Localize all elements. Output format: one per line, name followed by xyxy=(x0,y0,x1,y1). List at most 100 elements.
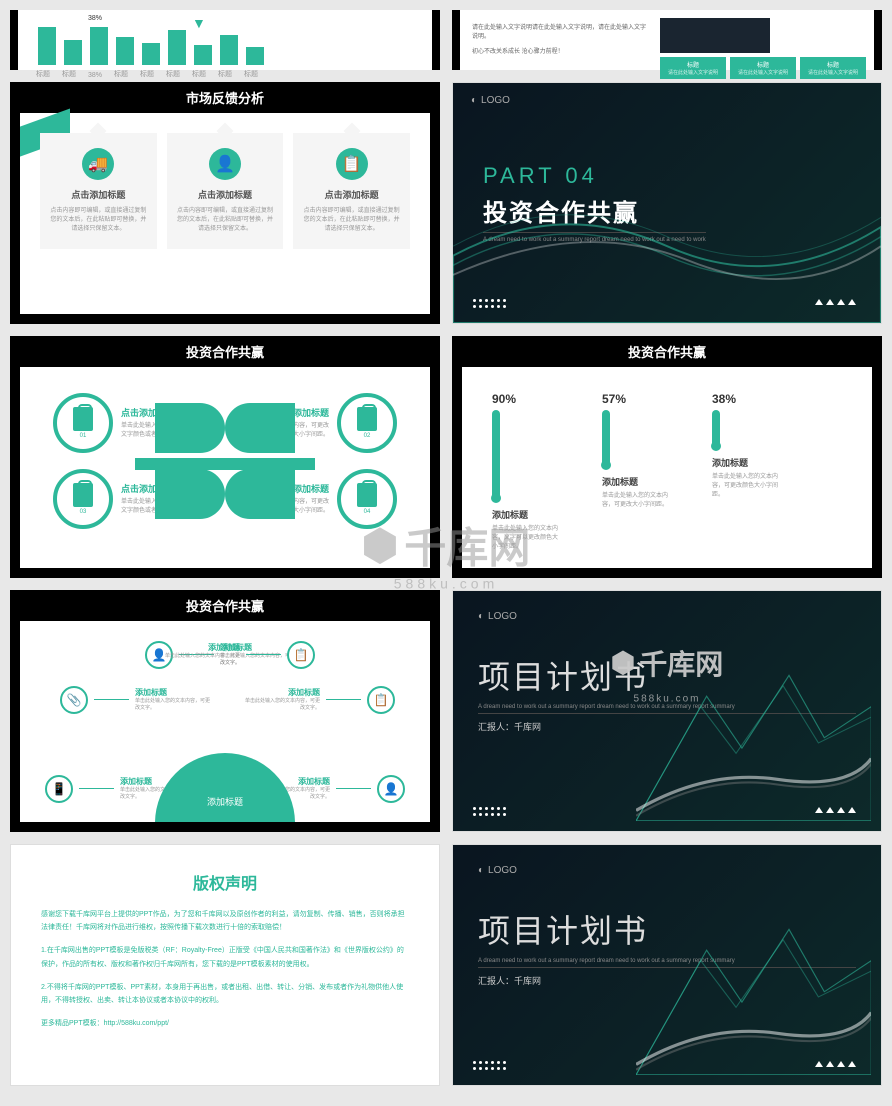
bar-label: 标题 xyxy=(140,69,154,79)
spoke-icon: 👤 xyxy=(377,775,405,803)
chart-bar: 标题 xyxy=(116,37,134,65)
bar-label: 标题 xyxy=(36,69,50,79)
card-title: 点击添加标题 xyxy=(301,188,402,201)
desc-text: 请在此处输入文字说明请在此处输入文字说明，请在此处输入文字说明。 xyxy=(472,22,648,40)
slide-vertical-bars: 投资合作共赢 90% 添加标题单击此处输入您的文本内容，文字可以更改颜色大小字间距… xyxy=(452,336,882,578)
slide-project-plan-2: ◐LOGO 项目计划书 A dream need to work out a s… xyxy=(452,844,882,1086)
copyright-p1: 感谢您下载千库网平台上提供的PPT作品，为了您和千库网以及原创作者的利益，请勿复… xyxy=(41,908,409,935)
slide-title: 投资合作共赢 xyxy=(462,336,872,367)
card-text: 点击内容即可编辑，或直接通过复制您的文本后，在此粘贴即可替换，并请选择只保留文本… xyxy=(301,207,402,234)
slide-grid: 标题标题38%38%标题标题标题标题标题标题▼ 请在此处输入文字说明请在此处输入… xyxy=(10,10,882,1086)
tag-button[interactable]: 标题请在此处输入文字说明 xyxy=(730,57,796,79)
slide-title: 投资合作共赢 xyxy=(20,590,430,621)
spoke-icon: 📎 xyxy=(60,686,88,714)
bar-text: 单击此处输入您的文本内容，可更改大小字间距。 xyxy=(602,492,672,510)
mountain-decoration xyxy=(636,919,871,1075)
quad-circle: 02 xyxy=(337,393,397,453)
bar-label: 标题 xyxy=(192,69,206,79)
placeholder-image xyxy=(660,18,770,53)
logo: ◐LOGO xyxy=(478,865,856,876)
bar-title: 添加标题 xyxy=(492,508,528,521)
bar-label: 标题 xyxy=(114,69,128,79)
slide-title: 市场反馈分析 xyxy=(20,82,430,113)
slide-quad-circles: 投资合作共赢 01点击添加标题单击此处输入您的文本内容，可更改文字颜色或者大小字… xyxy=(10,336,440,578)
spoke-text: 单击此处输入您的文本内容，可更改文字。 xyxy=(245,698,320,712)
progress-bar-item: 38% 添加标题单击此处输入您的文本内容，可更改颜色大小字间距。 xyxy=(712,392,782,500)
copyright-link: 更多精品PPT模板：http://588ku.com/ppt/ xyxy=(41,1017,409,1030)
bar-label: 38% xyxy=(88,72,102,79)
card-icon: 🚚 xyxy=(82,148,114,180)
bar-title: 添加标题 xyxy=(602,475,638,488)
progress-track xyxy=(712,410,720,448)
slide-watermark: ⬢千库网 xyxy=(611,643,723,683)
desc-text-2: 初心不改关系成长 沧心骤力前程！ xyxy=(472,46,648,55)
chart-bar: 标题 xyxy=(64,40,82,65)
chart-bar: 标题 xyxy=(246,47,264,65)
slide-part-04: ◐LOGO PART 04 投资合作共赢 A dream need to wor… xyxy=(452,82,882,324)
triangle-decoration xyxy=(815,299,856,305)
chart-bar: 38%38% xyxy=(90,27,108,65)
copyright-title: 版权声明 xyxy=(41,870,409,894)
feature-card: 📋 点击添加标题点击内容即可编辑，或直接通过复制您的文本后，在此粘贴即可替换，并请… xyxy=(293,133,410,249)
logo: ◐LOGO xyxy=(478,611,856,622)
slide-bar-chart-partial: 标题标题38%38%标题标题标题标题标题标题▼ xyxy=(10,10,440,70)
spoke-title: 添加标题 xyxy=(245,687,320,698)
arrow-icon: ▼ xyxy=(192,15,206,31)
dots-decoration xyxy=(473,299,506,308)
spoke-text: 单击此处输入您的文本内容，可更改文字。 xyxy=(135,698,210,712)
bar-label: 标题 xyxy=(166,69,180,79)
chart-bar: 标题 xyxy=(194,45,212,65)
slide-image-buttons-partial: 请在此处输入文字说明请在此处输入文字说明，请在此处输入文字说明。 初心不改关系成… xyxy=(452,10,882,70)
progress-bar-item: 90% 添加标题单击此处输入您的文本内容，文字可以更改颜色大小字间距。 xyxy=(492,392,562,552)
spoke-icon: 📋 xyxy=(287,641,315,669)
slide-copyright: 版权声明 感谢您下载千库网平台上提供的PPT作品，为了您和千库网以及原创作者的利… xyxy=(10,844,440,1086)
spoke-title: 添加标题 xyxy=(165,642,240,653)
tag-button[interactable]: 标题请在此处输入文字说明 xyxy=(800,57,866,79)
quad-circle: 04 xyxy=(337,469,397,529)
triangle-decoration xyxy=(815,807,856,813)
chart-bar: 标题 xyxy=(38,27,56,65)
card-title: 点击添加标题 xyxy=(48,188,149,201)
chart-bar: 标题 xyxy=(142,43,160,65)
progress-track xyxy=(492,410,500,500)
bar-label: 标题 xyxy=(62,69,76,79)
copyright-p3: 2.不得将千库网的PPT模板、PPT素材，本身用于再出售，或者出租、出借、转让、… xyxy=(41,981,409,1008)
slide-project-plan-1: ⬢千库网 588ku.com ◐LOGO 项目计划书 A dream need … xyxy=(452,590,882,832)
triangle-decoration xyxy=(815,1061,856,1067)
slide-watermark-url: 588ku.com xyxy=(634,693,701,704)
clipboard-icon xyxy=(73,483,93,507)
spoke-icon: 📱 xyxy=(45,775,73,803)
spoke-text: 单击此处输入您的文本内容，可更改文字。 xyxy=(165,653,240,667)
logo: ◐LOGO xyxy=(471,95,510,106)
clipboard-icon xyxy=(73,407,93,431)
card-icon: 👤 xyxy=(209,148,241,180)
bar-label: 标题 xyxy=(244,69,258,79)
slide-market-feedback: 市场反馈分析 🚚 点击添加标题点击内容即可编辑，或直接通过复制您的文本后，在此粘贴… xyxy=(10,82,440,324)
chart-bar: 标题 xyxy=(168,30,186,65)
spoke-item: 添加标题单击此处输入您的文本内容，可更改文字。 📋 xyxy=(165,641,315,669)
dots-decoration xyxy=(473,807,506,816)
spoke-item: 添加标题单击此处输入您的文本内容，可更改文字。📋 xyxy=(245,686,395,714)
dots-decoration xyxy=(473,1061,506,1070)
percentage-label: 90% xyxy=(492,392,516,406)
card-icon: 📋 xyxy=(336,148,368,180)
quad-circle: 01 xyxy=(53,393,113,453)
percentage-label: 57% xyxy=(602,392,626,406)
spoke-title: 添加标题 xyxy=(135,687,210,698)
slide-semicircle-spokes: 投资合作共赢 📱添加标题单击此处输入您的文本内容，可更改文字。📎添加标题单击此处… xyxy=(10,590,440,832)
feature-card: 🚚 点击添加标题点击内容即可编辑，或直接通过复制您的文本后，在此粘贴即可替换，并请… xyxy=(40,133,157,249)
chart-bar: 标题 xyxy=(220,35,238,65)
card-text: 点击内容即可编辑，或直接通过复制您的文本后，在此粘贴即可替换，并请选择只保留文本… xyxy=(48,207,149,234)
bar-text: 单击此处输入您的文本内容，可更改颜色大小字间距。 xyxy=(712,473,782,500)
feature-card: 👤点击添加标题点击内容即可编辑，或直接通过复制您的文本后，在此粘贴即可替换，并请… xyxy=(167,133,284,249)
card-text: 点击内容即可编辑，或直接通过复制您的文本后，在此粘贴即可替换，并请选择只保留文本… xyxy=(175,207,276,234)
bar-text: 单击此处输入您的文本内容，文字可以更改颜色大小字间距。 xyxy=(492,525,562,552)
progress-bar-item: 57% 添加标题单击此处输入您的文本内容，可更改大小字间距。 xyxy=(602,392,672,510)
bar-title: 添加标题 xyxy=(712,456,748,469)
clipboard-icon xyxy=(357,483,377,507)
tag-button[interactable]: 标题请在此处输入文字说明 xyxy=(660,57,726,79)
spoke-item: 📎 添加标题单击此处输入您的文本内容，可更改文字。 xyxy=(60,686,210,714)
copyright-p2: 1.在千库网出售的PPT模板是免版税类（RF：Royalty-Free）正版受《… xyxy=(41,944,409,971)
percentage-label: 38% xyxy=(712,392,736,406)
mountain-decoration xyxy=(636,665,871,821)
